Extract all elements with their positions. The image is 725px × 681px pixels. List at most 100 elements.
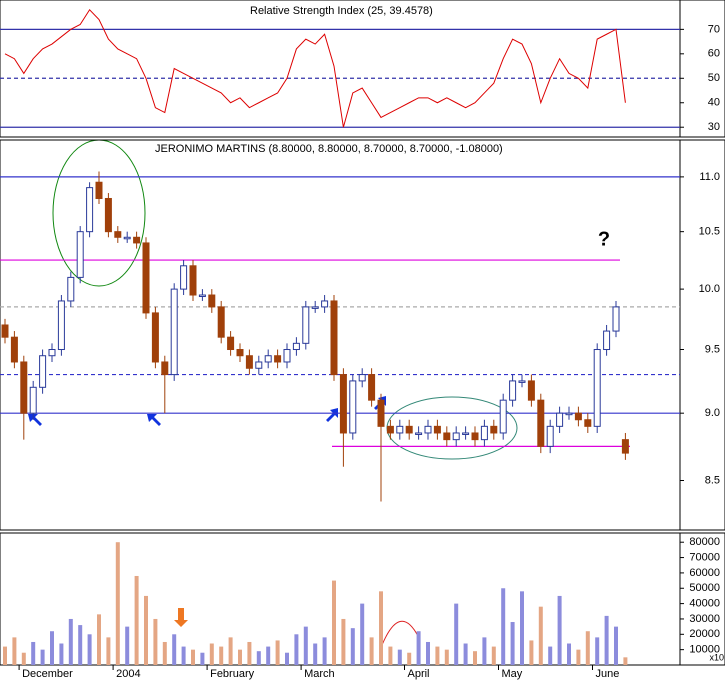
candle-body <box>565 412 573 416</box>
volume-bar <box>115 542 120 665</box>
candle-body <box>292 342 300 351</box>
volume-bar <box>303 626 308 665</box>
y-tick-label: 20000 <box>689 628 720 640</box>
volume-bar <box>68 618 73 665</box>
y-tick-label: 40 <box>708 97 720 109</box>
candle-body <box>339 374 347 434</box>
volume-bar <box>21 652 26 665</box>
candle-body <box>133 236 141 244</box>
candle-body <box>358 374 366 382</box>
volume-bar <box>59 643 64 665</box>
arrow <box>326 408 338 422</box>
candle-body <box>311 306 319 309</box>
x-tick-label: April <box>408 668 430 680</box>
candle-body <box>584 419 592 427</box>
candle-body <box>67 276 75 302</box>
volume-bar <box>407 652 412 665</box>
volume-bar <box>585 631 590 665</box>
y-tick-label: 30 <box>708 121 720 133</box>
y-tick-label: 11.0 <box>699 171 720 183</box>
candle-body <box>593 349 601 427</box>
annotation: ? <box>598 228 610 250</box>
candle-body <box>245 355 253 369</box>
x-tick-label: May <box>502 668 523 680</box>
y-tick-label: 60000 <box>689 567 720 579</box>
candle-body <box>217 306 225 338</box>
candle-body <box>255 361 263 369</box>
volume-bar <box>510 622 515 665</box>
candle-body <box>621 439 629 454</box>
volume-bar <box>3 646 7 665</box>
volume-bar <box>397 649 402 665</box>
volume-bar <box>228 637 233 665</box>
volume-bar <box>266 646 271 665</box>
candle-body <box>10 336 18 363</box>
y-tick-label: 10.5 <box>699 226 720 238</box>
volume-bar <box>97 614 101 665</box>
arrow <box>28 414 42 426</box>
volume-bar <box>322 637 327 665</box>
y-tick-label: 8.5 <box>705 474 720 486</box>
volume-bar <box>256 651 261 665</box>
candle-body <box>368 374 376 401</box>
candle-body <box>57 300 65 351</box>
candle-body <box>86 187 94 233</box>
volume-bar <box>106 637 111 665</box>
volume-bar <box>520 591 524 665</box>
candle-body <box>283 349 291 363</box>
candle-body <box>471 432 479 441</box>
candle-body <box>321 300 329 308</box>
panel-frame <box>0 0 725 138</box>
candle-body <box>574 412 582 421</box>
volume-bar <box>275 640 280 665</box>
volume-bar <box>529 640 534 665</box>
y-tick-label: 70 <box>708 23 720 35</box>
volume-bar <box>463 643 468 665</box>
candle-body <box>20 361 28 414</box>
volume-bar <box>388 646 393 665</box>
x-tick-label: June <box>596 668 620 680</box>
candle-body <box>236 349 244 357</box>
candle-body <box>415 432 423 435</box>
candle-body <box>170 288 178 376</box>
volume-bar <box>350 628 355 665</box>
candle-body <box>142 242 150 314</box>
volume-bar <box>87 634 92 665</box>
candle-body <box>424 425 432 434</box>
candle-body <box>462 432 470 435</box>
volume-bar <box>134 575 139 665</box>
volume-bar <box>153 618 158 665</box>
candle-body <box>443 432 451 441</box>
candle-body <box>123 236 131 240</box>
volume-bar <box>50 631 54 665</box>
volume-bar <box>191 649 195 665</box>
y-tick-label: 50 <box>708 72 720 84</box>
candle-body <box>546 425 554 447</box>
price-title: JERONIMO MARTINS (8.80000, 8.80000, 8.70… <box>155 143 503 155</box>
volume-bar <box>332 580 336 665</box>
y-tick-label: 9.0 <box>705 407 720 419</box>
highlight-arc <box>379 620 421 651</box>
volume-bar <box>200 652 205 665</box>
volume-bar <box>604 615 609 665</box>
volume-bar <box>181 646 186 665</box>
candle-body <box>114 231 122 238</box>
volume-bar <box>369 637 374 665</box>
volume-bar <box>473 651 477 665</box>
candle-body <box>76 231 84 278</box>
x-tick-label: March <box>304 668 335 680</box>
volume-bar <box>614 626 618 665</box>
candle-body <box>189 265 197 296</box>
volume-bar <box>454 603 459 665</box>
volume-bar <box>31 641 36 665</box>
candle-body <box>452 432 460 441</box>
y-tick-label: 9.5 <box>705 343 720 355</box>
volume-bar <box>444 649 449 665</box>
candle-body <box>433 425 441 434</box>
rsi-title: Relative Strength Index (25, 39.4578) <box>250 5 433 17</box>
volume-bar <box>379 591 383 665</box>
volume-bar <box>435 646 440 665</box>
candle-body <box>161 361 169 376</box>
